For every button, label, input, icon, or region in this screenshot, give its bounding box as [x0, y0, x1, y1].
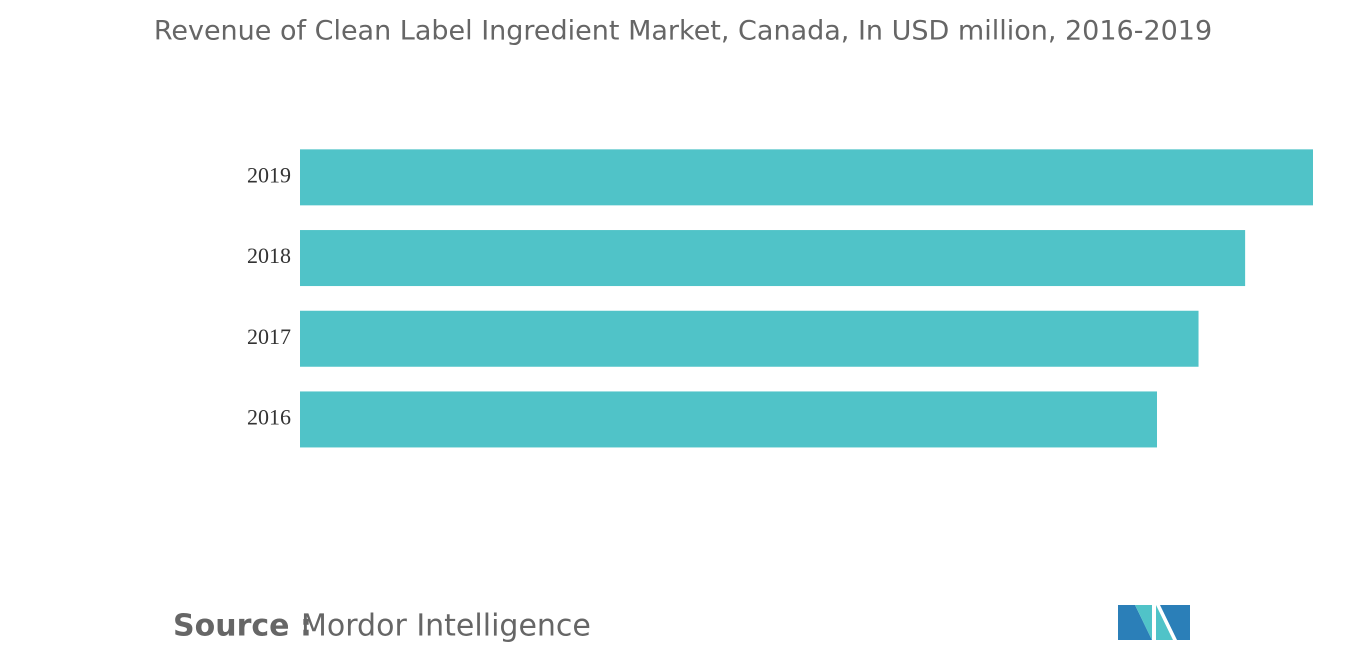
logo [1118, 605, 1190, 640]
bar [300, 230, 1246, 287]
y-tick-label: 2019 [247, 162, 291, 187]
chart-title: Revenue of Clean Label Ingredient Market… [154, 16, 1212, 47]
bar [300, 391, 1157, 448]
y-tick-label: 2017 [247, 324, 291, 349]
logo-part [1135, 605, 1152, 640]
y-tick-label: 2016 [247, 404, 291, 429]
bar [300, 310, 1199, 367]
logo-part [1160, 605, 1190, 640]
logo-part [1156, 605, 1173, 640]
y-tick-label: 2018 [247, 243, 291, 268]
bar [300, 149, 1313, 206]
logo-part [1118, 605, 1152, 640]
source-label: Source : [173, 609, 312, 644]
source: Mordor Intelligence [301, 609, 591, 644]
